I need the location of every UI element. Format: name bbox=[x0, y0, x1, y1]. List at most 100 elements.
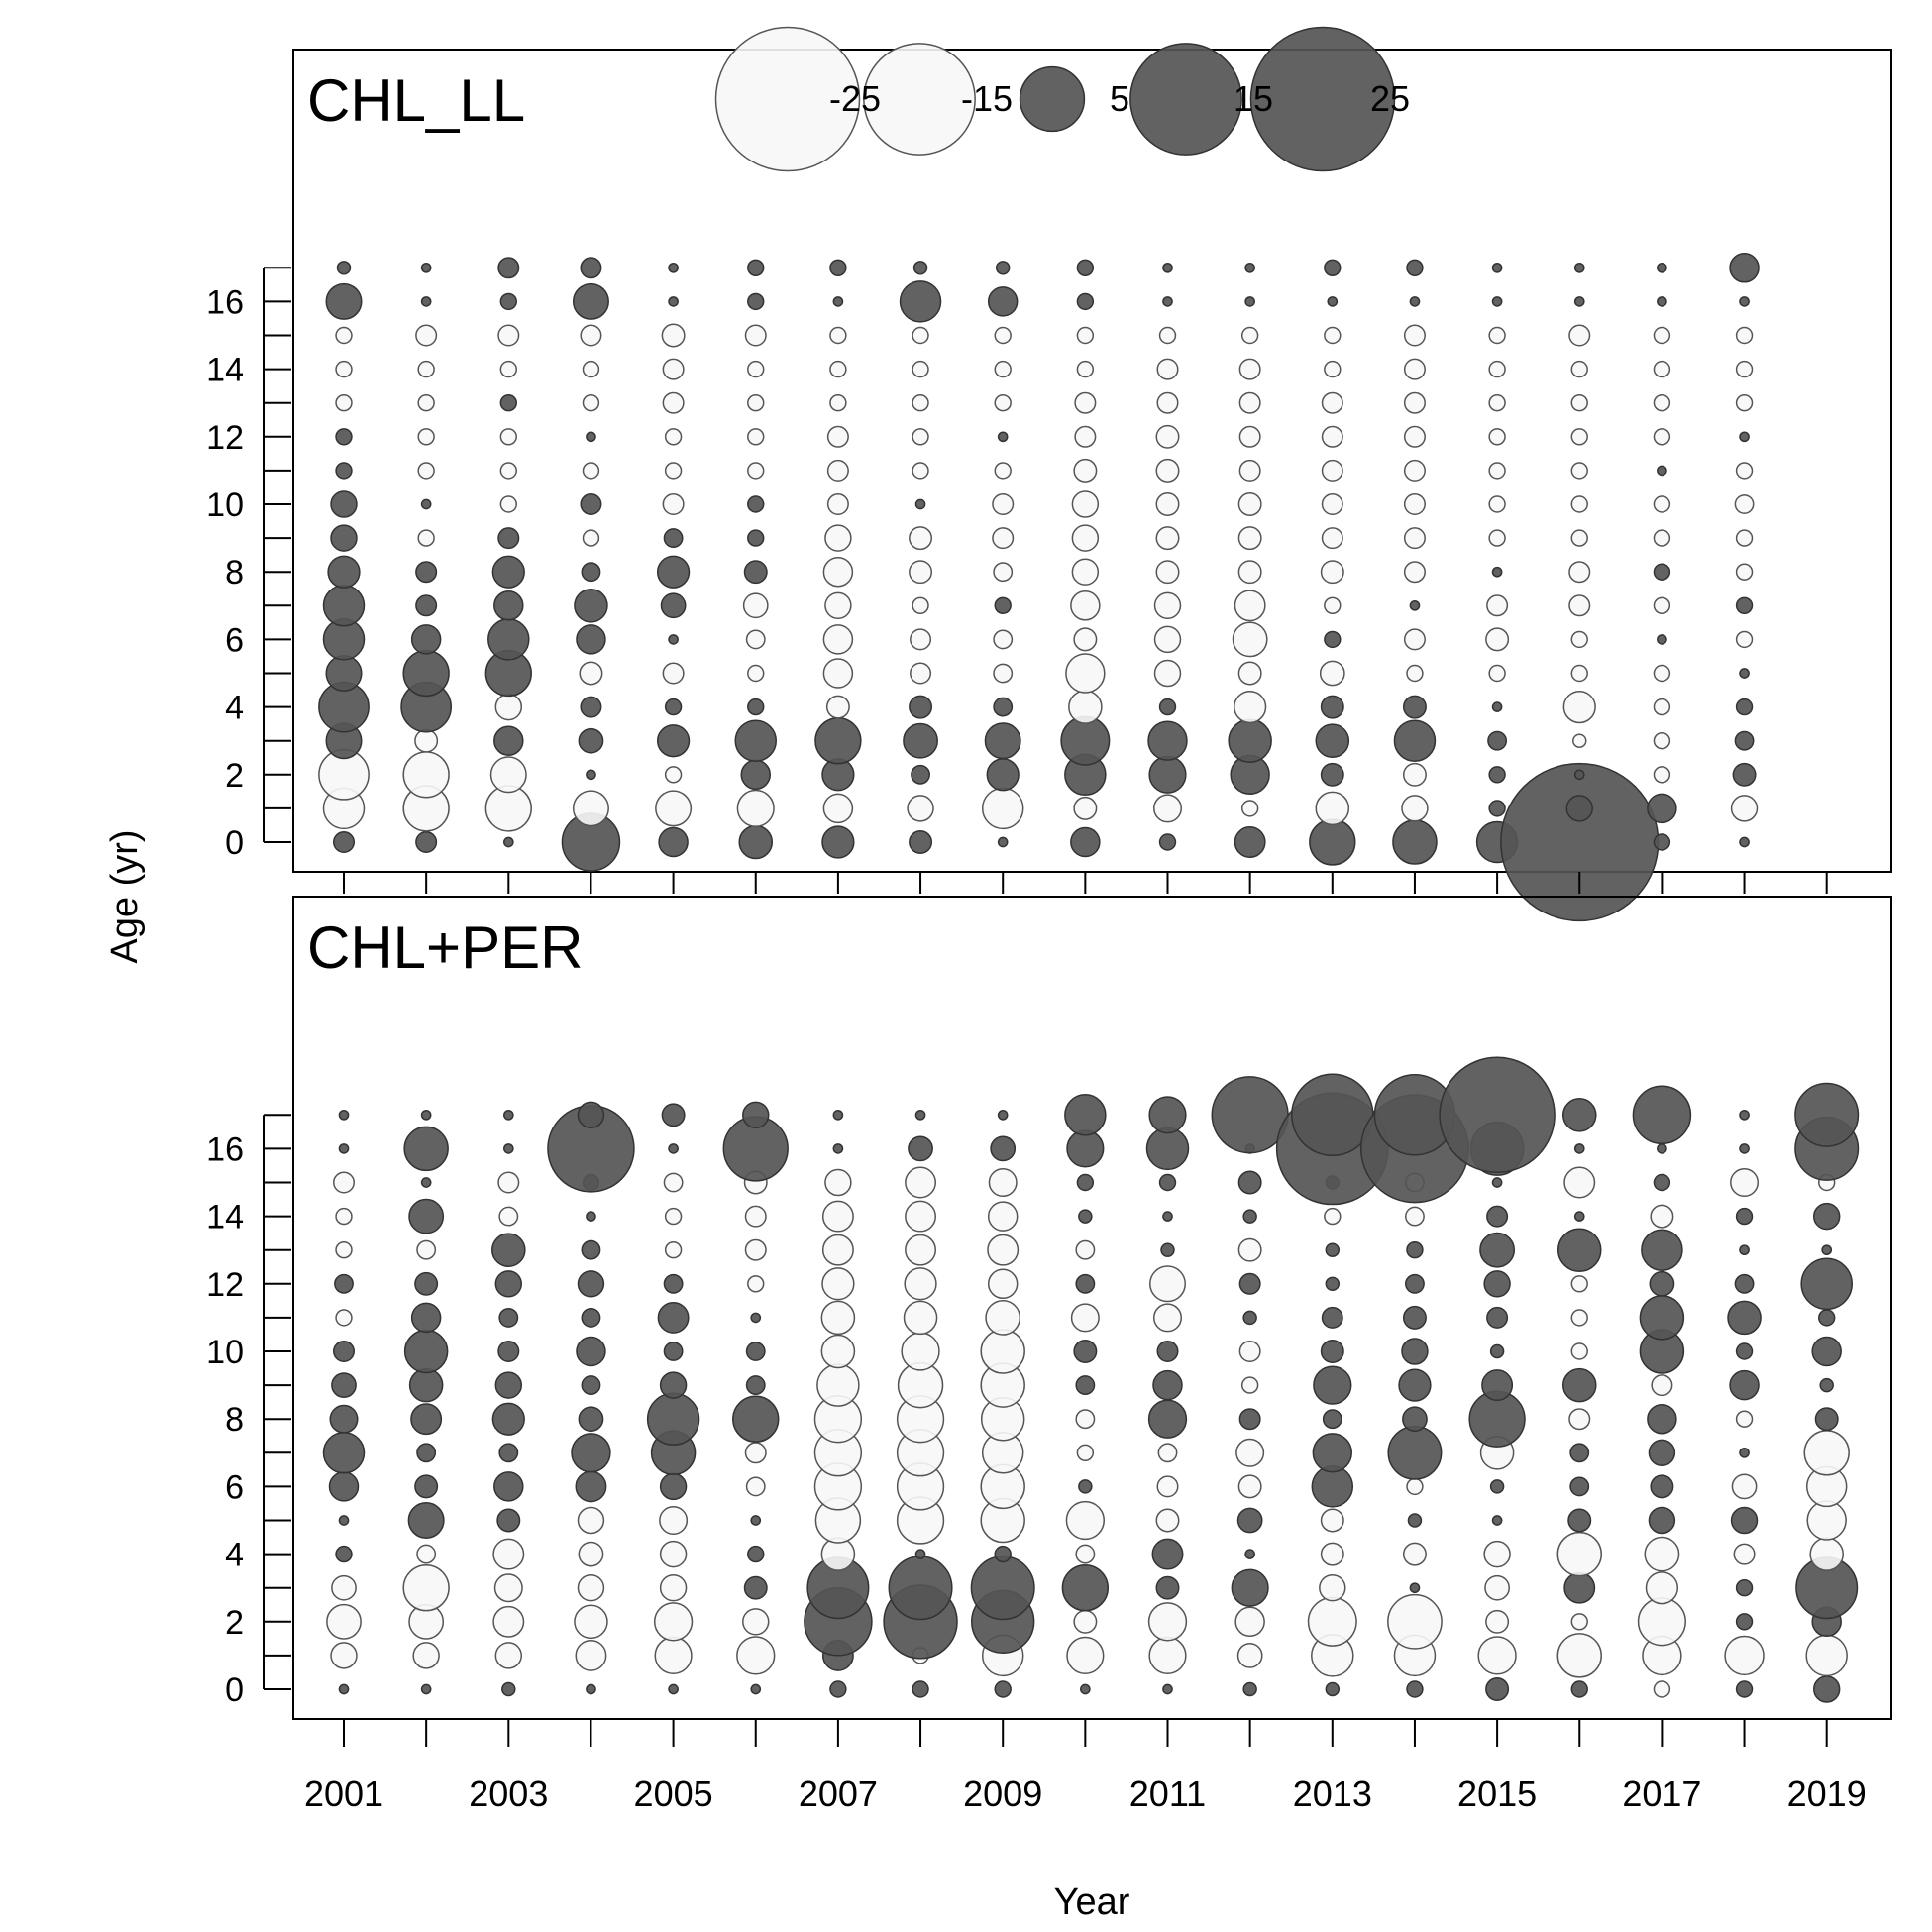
residual-bubble bbox=[1488, 800, 1506, 817]
residual-bubble bbox=[1488, 394, 1506, 412]
residual-bubble bbox=[824, 524, 852, 552]
panel-frame bbox=[292, 49, 1892, 873]
residual-bubble bbox=[1735, 1410, 1754, 1428]
residual-bubble bbox=[1158, 698, 1177, 716]
residual-bubble bbox=[329, 1404, 359, 1434]
residual-bubble bbox=[1403, 324, 1426, 347]
residual-bubble bbox=[980, 1329, 1025, 1374]
residual-bubble bbox=[577, 1270, 605, 1298]
residual-bubble bbox=[1734, 730, 1755, 751]
residual-bubble bbox=[1732, 762, 1757, 787]
residual-bubble bbox=[993, 562, 1014, 583]
residual-bubble bbox=[829, 360, 847, 378]
residual-bubble bbox=[1814, 1407, 1839, 1432]
residual-bubble bbox=[1729, 1369, 1760, 1401]
residual-bubble bbox=[987, 1234, 1020, 1266]
residual-bubble bbox=[420, 498, 432, 510]
residual-bubble bbox=[992, 492, 1015, 516]
residual-bubble bbox=[1573, 1143, 1585, 1154]
residual-bubble bbox=[1402, 1542, 1427, 1566]
residual-bubble bbox=[987, 1268, 1019, 1300]
residual-bubble bbox=[1156, 1340, 1179, 1363]
residual-bubble bbox=[415, 830, 438, 854]
residual-bubble bbox=[408, 1198, 445, 1234]
residual-bubble bbox=[987, 1201, 1019, 1232]
residual-bubble bbox=[659, 1371, 688, 1399]
residual-bubble bbox=[899, 280, 942, 323]
residual-bubble bbox=[1155, 1508, 1180, 1533]
residual-bubble bbox=[1724, 1635, 1765, 1676]
residual-bubble bbox=[668, 634, 679, 645]
residual-bubble bbox=[1735, 630, 1754, 649]
residual-bubble bbox=[493, 590, 524, 621]
residual-bubble bbox=[1073, 1340, 1098, 1363]
residual-bubble bbox=[416, 1443, 437, 1463]
y-tick-label: 4 bbox=[225, 1537, 244, 1574]
panel-title: CHL_LL bbox=[307, 67, 525, 134]
legend-label: 15 bbox=[1234, 78, 1273, 119]
x-tick-label: 2009 bbox=[963, 1773, 1042, 1814]
residual-bubble bbox=[909, 695, 933, 719]
residual-bubble bbox=[581, 1307, 601, 1328]
residual-bubble bbox=[1483, 1270, 1511, 1298]
residual-bubble bbox=[582, 360, 600, 378]
residual-bubble bbox=[1325, 1242, 1341, 1257]
residual-bubble bbox=[1073, 627, 1098, 652]
residual-bubble bbox=[580, 324, 602, 347]
legend-label: -25 bbox=[829, 78, 881, 119]
residual-bubble bbox=[332, 1171, 356, 1194]
residual-bubble bbox=[578, 1406, 604, 1433]
residual-bubble bbox=[1657, 296, 1667, 307]
residual-bubble bbox=[829, 326, 847, 345]
residual-bubble bbox=[664, 462, 683, 480]
residual-bubble bbox=[829, 1680, 847, 1698]
residual-bubble bbox=[992, 527, 1015, 550]
residual-bubble bbox=[663, 528, 684, 549]
residual-bubble bbox=[335, 394, 353, 412]
residual-bubble bbox=[1406, 259, 1424, 276]
residual-bubble bbox=[994, 462, 1012, 480]
residual-bubble bbox=[499, 360, 517, 378]
residual-bubble bbox=[664, 1207, 683, 1226]
residual-bubble bbox=[1162, 1683, 1173, 1695]
residual-bubble bbox=[576, 624, 606, 655]
residual-bubble bbox=[1650, 1474, 1674, 1499]
residual-bubble bbox=[829, 259, 847, 276]
residual-bubble bbox=[743, 1575, 768, 1600]
residual-bubble bbox=[1653, 495, 1671, 513]
residual-bubble bbox=[912, 596, 929, 614]
residual-bubble bbox=[1563, 1166, 1596, 1199]
residual-bubble bbox=[664, 428, 683, 446]
residual-bubble bbox=[1573, 769, 1585, 781]
residual-bubble bbox=[1653, 1173, 1671, 1192]
residual-bubble bbox=[1485, 1677, 1510, 1701]
residual-bubble bbox=[1148, 755, 1187, 794]
residual-bubble bbox=[1320, 1340, 1344, 1363]
residual-bubble bbox=[1556, 1531, 1602, 1577]
residual-bubble bbox=[1568, 324, 1591, 347]
residual-bubble bbox=[1147, 1399, 1188, 1439]
residual-bubble bbox=[1147, 1602, 1188, 1642]
residual-bubble bbox=[1403, 459, 1426, 482]
residual-bubble bbox=[1156, 391, 1179, 414]
residual-bubble bbox=[1573, 262, 1585, 273]
residual-bubble bbox=[909, 526, 933, 551]
residual-bubble bbox=[1075, 1273, 1096, 1294]
residual-bubble bbox=[492, 1538, 525, 1570]
residual-bubble bbox=[905, 1234, 937, 1266]
residual-bubble bbox=[661, 1103, 686, 1127]
residual-bubble bbox=[1570, 495, 1588, 513]
y-tick-label: 6 bbox=[225, 1468, 244, 1506]
residual-bubble bbox=[1481, 1369, 1514, 1402]
residual-bubble bbox=[1657, 465, 1667, 477]
residual-bubble bbox=[497, 1340, 520, 1363]
residual-bubble bbox=[988, 1167, 1018, 1198]
residual-bubble bbox=[912, 462, 929, 480]
residual-bubble bbox=[576, 1336, 606, 1367]
residual-bubble bbox=[1244, 296, 1255, 307]
residual-bubble bbox=[1649, 1270, 1675, 1297]
residual-bubble bbox=[1488, 766, 1506, 784]
residual-bubble bbox=[740, 759, 771, 791]
residual-bubble bbox=[1653, 360, 1671, 378]
residual-bubble bbox=[1570, 529, 1588, 547]
